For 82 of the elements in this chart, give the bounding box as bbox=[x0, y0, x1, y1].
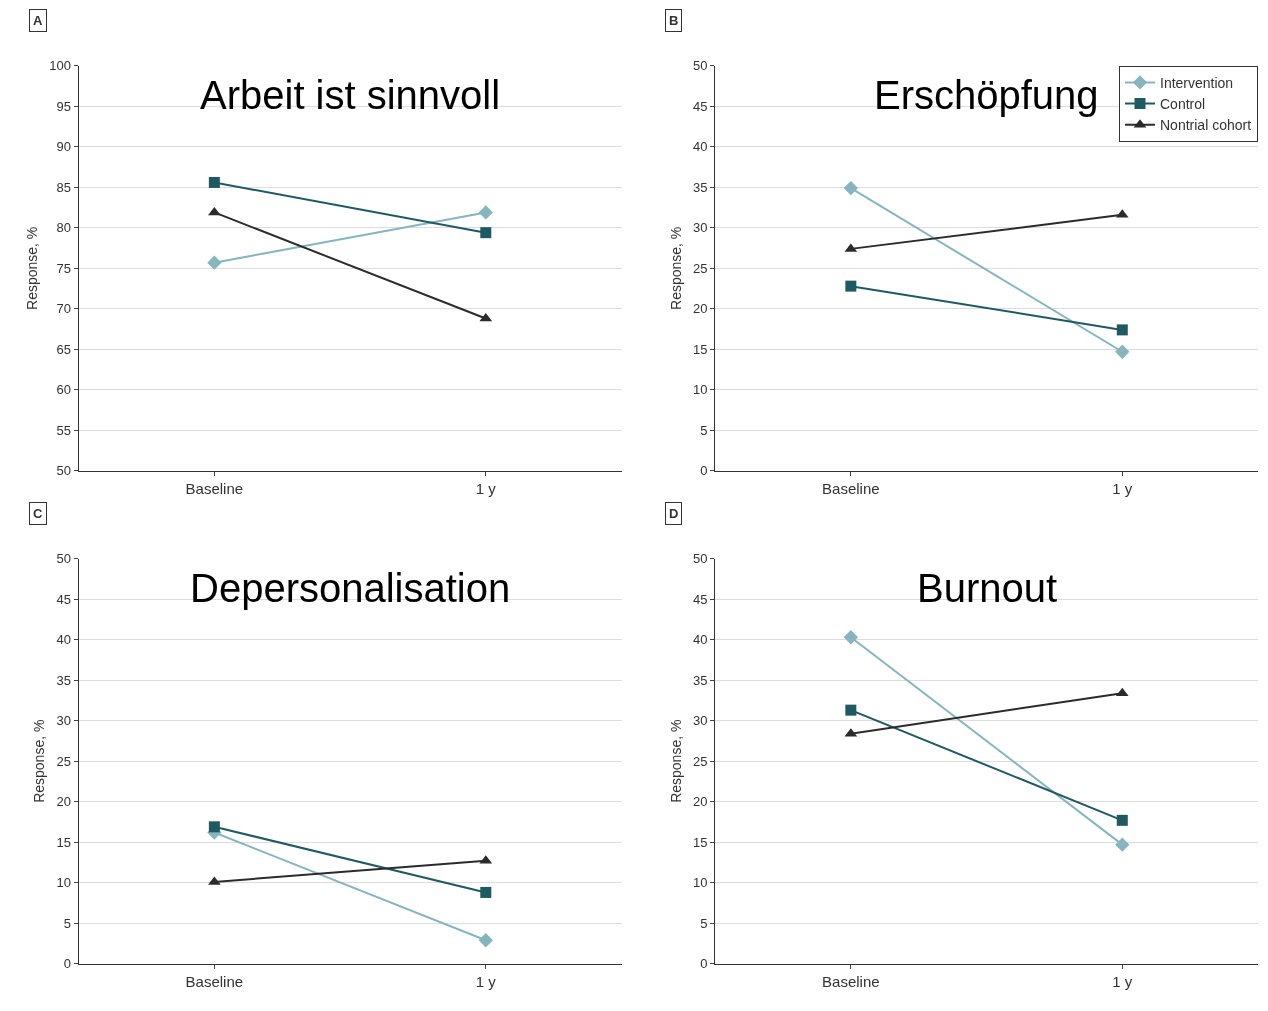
y-axis-title: Response, % bbox=[667, 226, 684, 310]
text: C bbox=[33, 506, 43, 521]
y-tick-label: 0 bbox=[700, 956, 708, 972]
y-tick-label: 5 bbox=[63, 915, 72, 931]
point bbox=[207, 255, 222, 270]
legend-label: Nontrial cohort bbox=[1160, 117, 1252, 134]
y-tick-label: 10 bbox=[56, 875, 72, 891]
y-tick-label: 25 bbox=[693, 260, 708, 276]
chart-title: Arbeit ist sinnvoll bbox=[200, 73, 501, 117]
point bbox=[845, 280, 857, 292]
point bbox=[843, 630, 858, 645]
point bbox=[480, 227, 492, 239]
y-tick-label: 80 bbox=[56, 220, 72, 236]
y-tick-label: 10 bbox=[693, 875, 708, 891]
y-tick-label: 45 bbox=[56, 591, 72, 607]
point bbox=[845, 704, 857, 716]
y-tick-label: 20 bbox=[693, 301, 708, 317]
y-tick-label: 50 bbox=[693, 58, 708, 74]
y-tick-label: 30 bbox=[693, 220, 708, 236]
y-tick-label: 45 bbox=[693, 591, 708, 607]
y-tick-label: 95 bbox=[56, 98, 72, 114]
y-tick-label: 85 bbox=[56, 179, 72, 195]
text: A bbox=[33, 13, 43, 28]
point bbox=[208, 176, 220, 188]
y-tick-label: 75 bbox=[56, 260, 72, 276]
x-tick-label: Baseline bbox=[185, 479, 244, 497]
legend-label: Intervention bbox=[1160, 74, 1234, 91]
y-tick-label: 40 bbox=[693, 139, 708, 155]
point bbox=[1116, 814, 1128, 826]
x-tick-label: 1 y bbox=[1112, 972, 1133, 990]
y-tick-label: 15 bbox=[693, 341, 708, 357]
chart-title: Burnout bbox=[917, 566, 1058, 610]
y-tick-label: 15 bbox=[693, 834, 708, 850]
y-tick-label: 50 bbox=[56, 463, 72, 479]
y-tick-label: 90 bbox=[56, 139, 72, 155]
y-tick-label: 35 bbox=[56, 672, 72, 688]
x-tick-label: 1 y bbox=[475, 479, 497, 497]
y-tick-label: 30 bbox=[693, 713, 708, 729]
y-axis-title: Response, % bbox=[23, 226, 40, 310]
point bbox=[478, 205, 493, 220]
x-tick-label: Baseline bbox=[822, 479, 880, 497]
y-tick-label: 50 bbox=[693, 551, 708, 567]
x-tick-label: Baseline bbox=[822, 972, 880, 990]
point bbox=[1115, 344, 1130, 359]
chart-title: Depersonalisation bbox=[190, 566, 511, 610]
y-tick-label: 40 bbox=[693, 632, 708, 648]
y-tick-label: 100 bbox=[49, 58, 72, 74]
y-tick-label: 25 bbox=[693, 753, 708, 769]
chart-title: Erschöpfung bbox=[874, 73, 1099, 117]
y-tick-label: 60 bbox=[56, 382, 72, 398]
text: D bbox=[669, 506, 679, 521]
y-tick-label: 15 bbox=[56, 834, 72, 850]
y-tick-label: 30 bbox=[56, 713, 72, 729]
y-tick-label: 45 bbox=[693, 98, 708, 114]
x-tick-label: 1 y bbox=[1112, 479, 1133, 497]
y-axis-title: Response, % bbox=[667, 719, 684, 803]
y-tick-label: 25 bbox=[56, 753, 72, 769]
y-tick-label: 55 bbox=[56, 422, 72, 438]
y-tick-label: 40 bbox=[56, 632, 72, 648]
legend-label: Control bbox=[1160, 96, 1206, 113]
point bbox=[478, 933, 493, 948]
y-tick-label: 5 bbox=[700, 915, 708, 931]
y-tick-label: 20 bbox=[56, 794, 72, 810]
y-axis-title: Response, % bbox=[31, 719, 48, 803]
y-tick-label: 35 bbox=[693, 672, 708, 688]
y-tick-label: 35 bbox=[693, 179, 708, 195]
point bbox=[1116, 324, 1128, 336]
y-tick-label: 20 bbox=[693, 794, 708, 810]
y-tick-label: 65 bbox=[56, 341, 72, 357]
y-tick-label: 0 bbox=[700, 463, 708, 479]
x-tick-label: 1 y bbox=[475, 972, 497, 990]
y-tick-label: 50 bbox=[56, 551, 72, 567]
y-tick-label: 10 bbox=[693, 382, 708, 398]
y-tick-label: 0 bbox=[63, 956, 72, 972]
y-tick-label: 70 bbox=[56, 301, 72, 317]
point bbox=[843, 180, 858, 196]
y-tick-label: 5 bbox=[700, 422, 708, 438]
text: B bbox=[669, 13, 679, 28]
point bbox=[208, 821, 220, 833]
x-tick-label: Baseline bbox=[185, 972, 244, 990]
point bbox=[480, 886, 492, 898]
point bbox=[1115, 837, 1130, 852]
